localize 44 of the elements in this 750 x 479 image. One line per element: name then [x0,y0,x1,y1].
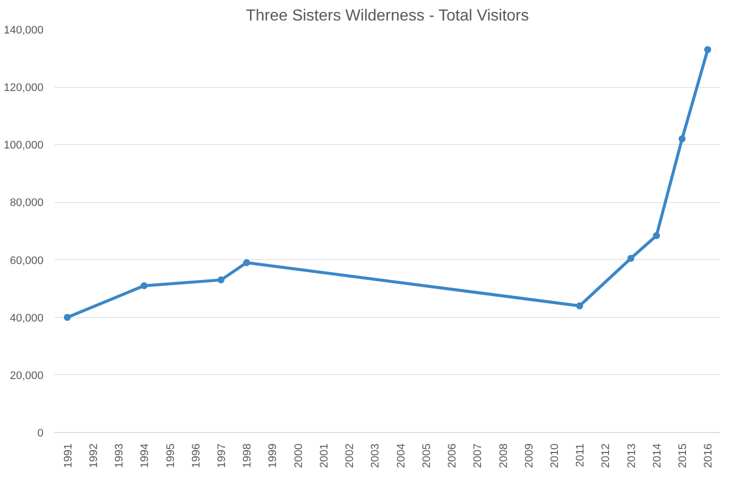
x-tick-label: 2012 [600,443,612,468]
x-tick-label: 1995 [164,443,177,468]
point [704,46,712,54]
chart-title: Three Sisters Wilderness - Total Visitors [246,8,529,24]
x-tick-label: 2006 [446,443,459,468]
x-tick-label: 1991 [62,443,74,468]
y-tick-label: 40,000 [10,312,44,324]
x-tick-label: 2008 [498,443,510,468]
x-tick-label: 2001 [318,443,330,468]
x-tick-label: 2002 [344,443,356,468]
point [678,135,686,142]
y-tick-label: 100,000 [4,140,44,152]
point [652,232,660,240]
x-tick-label: 2014 [651,443,664,468]
point [140,282,148,290]
x-tick-label: 2010 [549,443,561,468]
x-tick-label: 1993 [114,443,126,468]
x-tick-label: 1994 [139,443,152,468]
y-tick-label: 120,000 [4,82,44,94]
x-tick-label: 2009 [523,443,536,468]
x-tick-label: 1998 [242,443,254,468]
point [576,302,584,310]
y-tick-label: 0 [37,428,44,440]
x-tick-label: 2013 [626,443,638,468]
x-tick-label: 2005 [420,443,433,468]
y-tick-label: 20,000 [10,370,44,382]
x-tick-label: 1996 [190,443,202,468]
x-tick-label: 2000 [292,443,305,468]
x-tick-label: 2003 [370,443,382,468]
x-tick-label: 1992 [88,443,100,468]
point [218,276,224,284]
x-tick-label: 2016 [702,443,715,468]
x-tick-label: 1997 [216,443,228,468]
point [627,254,634,262]
x-tick-label: 2015 [677,443,690,468]
y-tick-label: 80,000 [10,197,44,210]
x-tick-label: 1999 [267,443,280,468]
y-tick-label: 60,000 [10,254,44,267]
x-tick-label: 2004 [395,443,408,468]
y-tick-label: 140,000 [4,24,44,36]
point [243,259,250,266]
x-tick-label: 2007 [472,443,484,468]
point [64,314,71,321]
x-tick-label: 2011 [574,444,587,468]
